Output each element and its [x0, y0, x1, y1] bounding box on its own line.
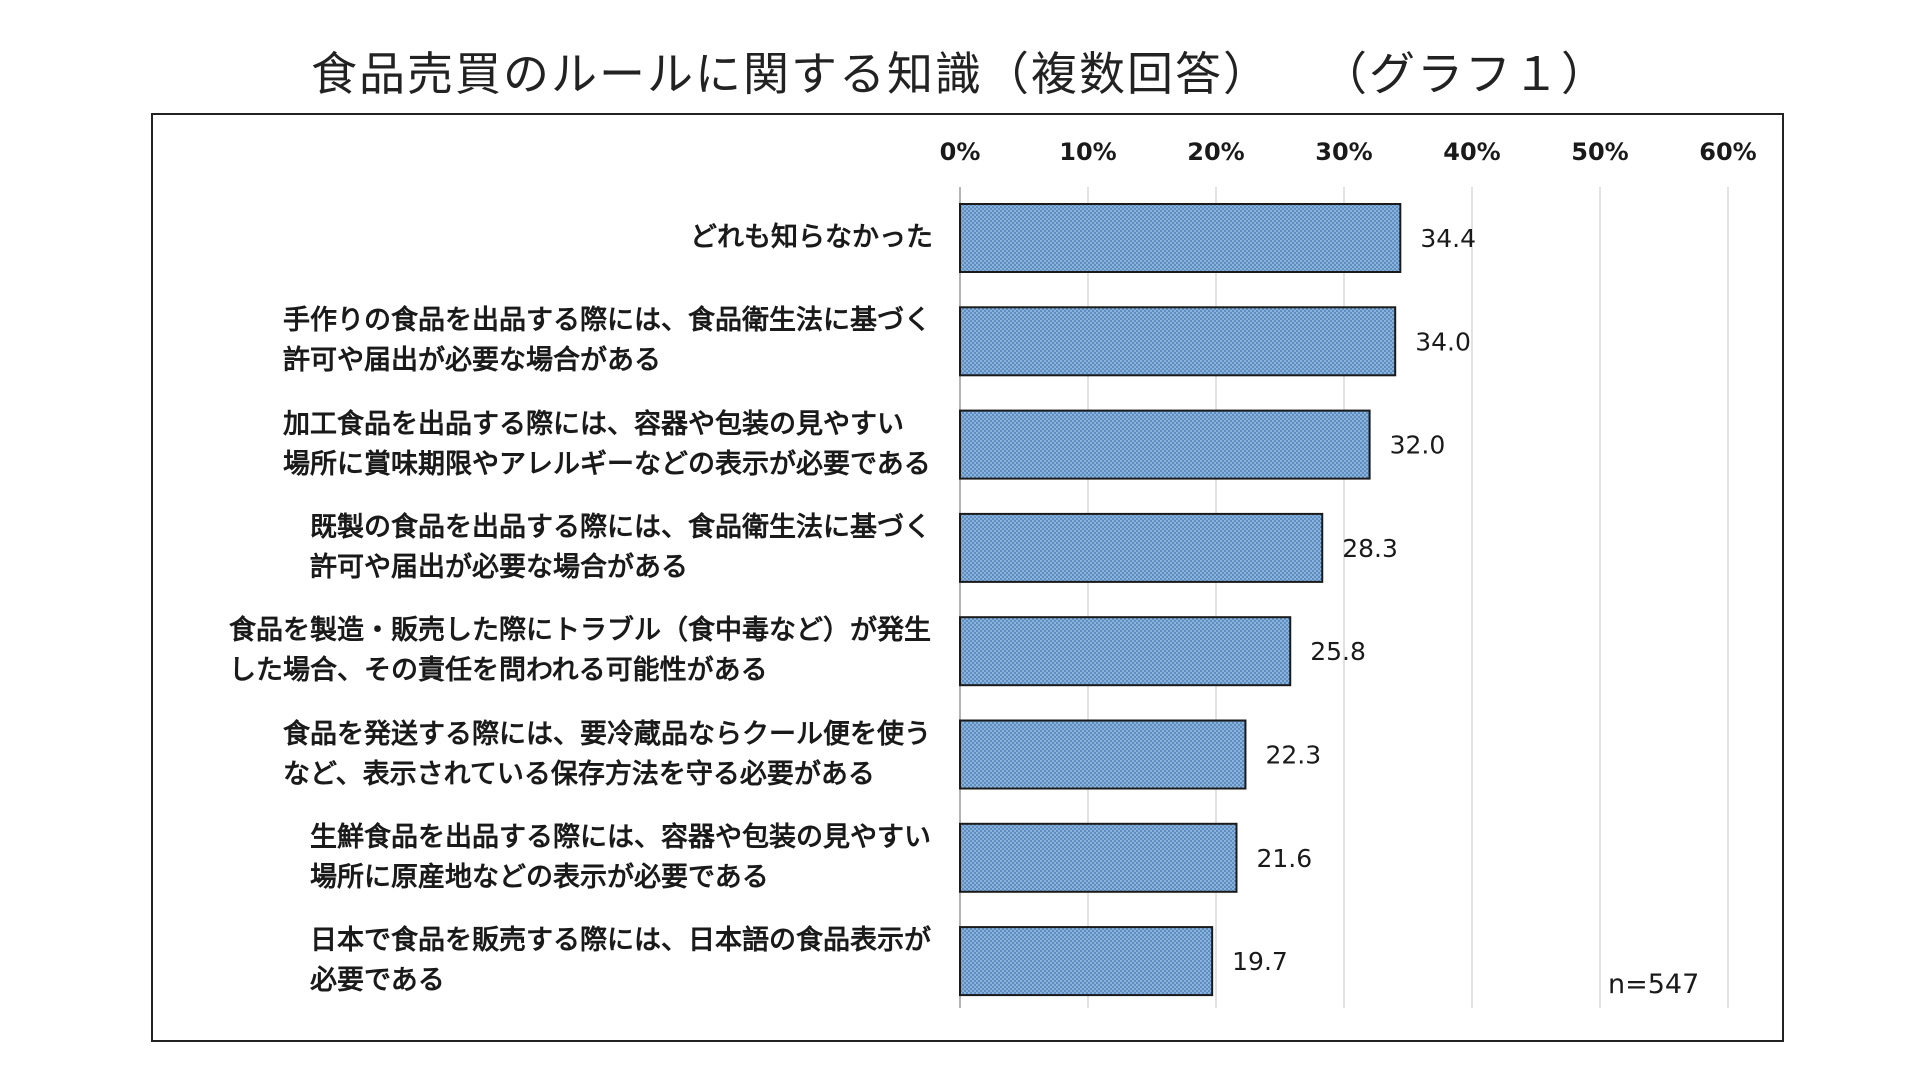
category-label: 手作りの食品を出品する際には、食品衛生法に基づく 許可や届出が必要な場合がある — [283, 301, 933, 381]
category-label-line: 許可や届出が必要な場合がある — [310, 551, 688, 583]
x-axis-ticks: 0% 10% 20% 30% 40% 50% 60% — [940, 138, 1757, 166]
x-tick-label: 40% — [1443, 138, 1500, 166]
bar-value-label: 22.3 — [1265, 741, 1321, 770]
category-label-line: 加工食品を出品する際には、容器や包装の見やすい — [283, 408, 904, 440]
category-label-line: 既製の食品を出品する際には、食品衛生法に基づく — [310, 511, 931, 543]
category-label-line: 食品を発送する際には、要冷蔵品ならクール便を使う — [283, 718, 931, 750]
x-tick-label: 50% — [1571, 138, 1628, 166]
category-label-line: 許可や届出が必要な場合がある — [283, 345, 661, 377]
bar — [959, 306, 1397, 377]
category-label-line: 場所に賞味期限やアレルギーなどの表示が必要である — [283, 448, 931, 480]
x-tick-label: 60% — [1699, 138, 1756, 166]
bar — [959, 409, 1371, 480]
category-label-line: した場合、その責任を問われる可能性がある — [229, 655, 768, 687]
bars — [959, 203, 1402, 997]
category-label-line: 食品を製造・販売した際にトラブル（食中毒など）が発生 — [229, 615, 931, 647]
category-label-line: 生鮮食品を出品する際には、容器や包装の見やすい — [310, 821, 931, 853]
chart-title: 食品売買のルールに関する知識（複数回答） （グラフ１） — [311, 47, 1609, 101]
bar-value-label: 25.8 — [1310, 637, 1366, 666]
x-tick-label: 0% — [940, 138, 981, 166]
category-label: 日本で食品を販売する際には、日本語の食品表示が 必要である — [310, 921, 933, 1001]
category-label: 既製の食品を出品する際には、食品衛生法に基づく 許可や届出が必要な場合がある — [310, 508, 933, 588]
category-label-line: など、表示されている保存方法を守る必要がある — [283, 758, 875, 790]
category-label-line: 必要である — [310, 965, 445, 997]
bar-value-label: 34.4 — [1420, 224, 1476, 253]
x-tick-label: 30% — [1315, 138, 1372, 166]
category-label-line: 場所に原産地などの表示が必要である — [310, 861, 769, 893]
category-label: どれも知らなかった — [153, 218, 933, 258]
category-label: 食品を製造・販売した際にトラブル（食中毒など）が発生 した場合、その責任を問われる… — [229, 611, 933, 691]
category-label-line: 手作りの食品を出品する際には、食品衛生法に基づく — [283, 305, 931, 337]
category-label-line: どれも知らなかった — [690, 222, 933, 253]
x-tick-label: 20% — [1187, 138, 1244, 166]
bar-value-label: 19.7 — [1232, 947, 1288, 976]
bar — [959, 512, 1324, 583]
x-tick-label: 10% — [1059, 138, 1116, 166]
bar — [959, 616, 1292, 687]
bar-value-label: 34.0 — [1415, 327, 1471, 356]
category-label: 食品を発送する際には、要冷蔵品ならクール便を使う など、表示されている保存方法を守… — [283, 715, 933, 795]
sample-size-label: n=547 — [1608, 969, 1700, 1000]
bar-value-label: 32.0 — [1390, 431, 1446, 460]
bar — [959, 926, 1214, 997]
category-label: 生鮮食品を出品する際には、容器や包装の見やすい 場所に原産地などの表示が必要である — [310, 818, 933, 898]
bar — [959, 203, 1402, 273]
bar — [959, 822, 1238, 893]
bar-value-label: 21.6 — [1256, 844, 1312, 873]
category-label-line: 日本で食品を販売する際には、日本語の食品表示が — [310, 925, 931, 957]
bar — [959, 719, 1247, 790]
category-label: 加工食品を出品する際には、容器や包装の見やすい 場所に賞味期限やアレルギーなどの表… — [283, 405, 933, 485]
bar-value-label: 28.3 — [1342, 534, 1398, 563]
value-labels: 34.4 34.0 32.0 28.3 25.8 22.3 21.6 19.7 — [1232, 224, 1476, 976]
